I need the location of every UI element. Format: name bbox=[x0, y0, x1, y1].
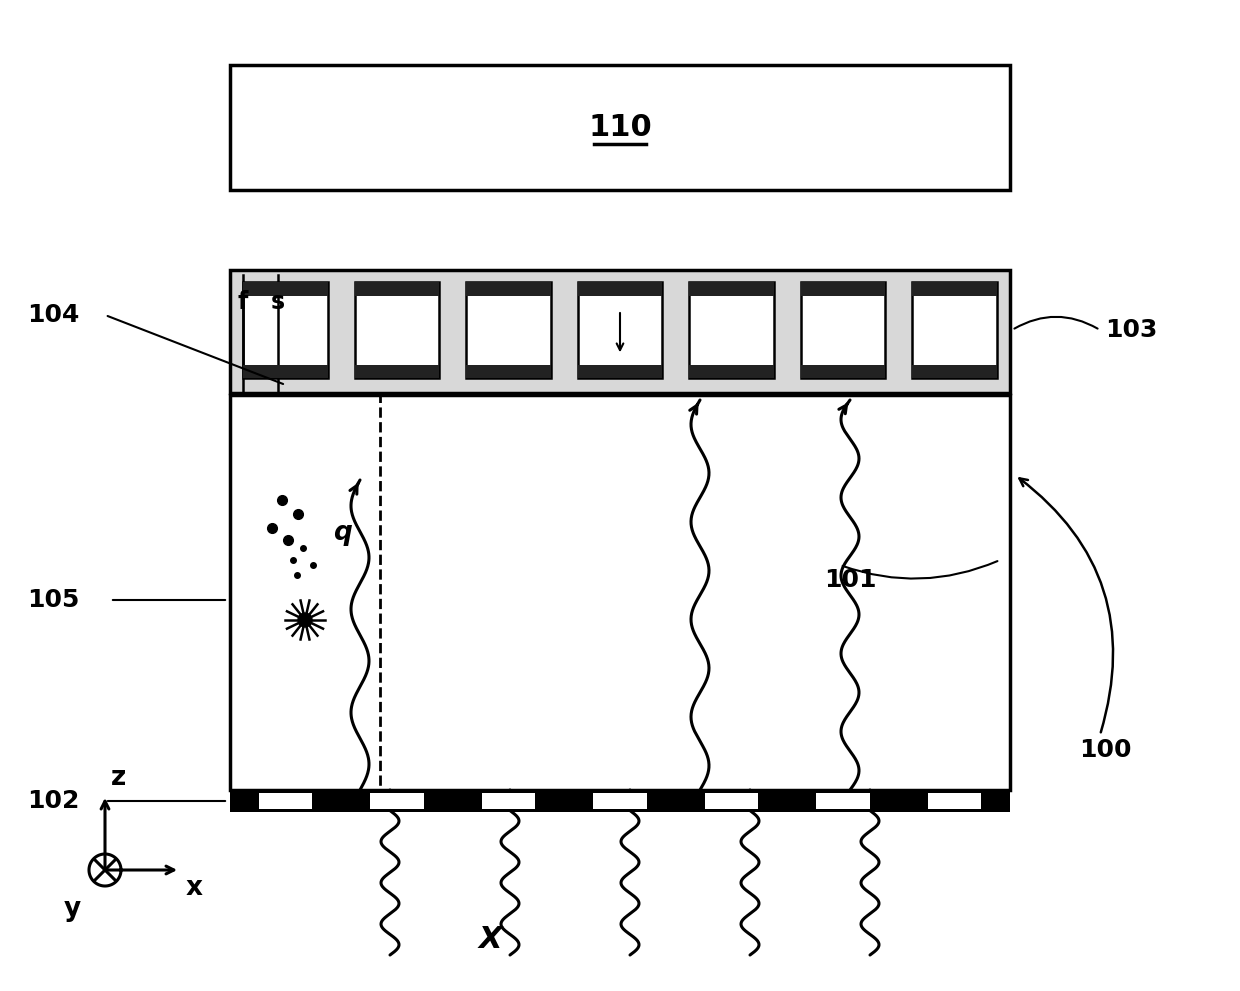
Bar bbox=[911, 282, 997, 379]
Bar bbox=[816, 793, 869, 809]
Bar bbox=[578, 282, 662, 295]
Bar bbox=[259, 793, 312, 809]
Text: s: s bbox=[270, 290, 285, 314]
Bar bbox=[593, 793, 647, 809]
Bar bbox=[928, 793, 981, 809]
Bar bbox=[371, 793, 424, 809]
Text: 105: 105 bbox=[27, 588, 81, 612]
Bar bbox=[689, 365, 774, 379]
Text: q: q bbox=[334, 520, 352, 546]
Bar bbox=[229, 270, 1011, 393]
Text: X: X bbox=[479, 926, 502, 954]
Circle shape bbox=[298, 613, 312, 627]
Bar bbox=[801, 365, 885, 379]
Text: 100: 100 bbox=[1079, 738, 1131, 762]
Text: f: f bbox=[238, 290, 248, 314]
Text: z: z bbox=[112, 765, 126, 791]
Text: 103: 103 bbox=[1105, 318, 1157, 342]
Bar bbox=[466, 282, 551, 379]
Bar bbox=[578, 282, 662, 379]
Bar bbox=[229, 395, 1011, 790]
Bar bbox=[355, 282, 439, 379]
Bar bbox=[704, 793, 758, 809]
Text: 101: 101 bbox=[823, 568, 877, 592]
Bar bbox=[801, 282, 885, 379]
Text: y: y bbox=[63, 896, 81, 922]
Bar bbox=[911, 365, 997, 379]
Bar bbox=[911, 282, 997, 295]
Bar bbox=[355, 282, 439, 295]
Text: x: x bbox=[186, 875, 203, 901]
Bar bbox=[578, 365, 662, 379]
Bar bbox=[229, 790, 1011, 812]
Text: 110: 110 bbox=[588, 114, 652, 143]
Bar bbox=[355, 365, 439, 379]
Bar bbox=[243, 365, 329, 379]
Bar bbox=[229, 65, 1011, 190]
Bar bbox=[243, 282, 329, 295]
Text: 104: 104 bbox=[27, 303, 81, 327]
Bar bbox=[482, 793, 536, 809]
Bar bbox=[229, 395, 379, 790]
Bar bbox=[689, 282, 774, 379]
Bar bbox=[689, 282, 774, 295]
Bar bbox=[466, 365, 551, 379]
Text: 102: 102 bbox=[27, 789, 81, 813]
Bar bbox=[801, 282, 885, 295]
Bar bbox=[243, 282, 329, 379]
Bar bbox=[466, 282, 551, 295]
